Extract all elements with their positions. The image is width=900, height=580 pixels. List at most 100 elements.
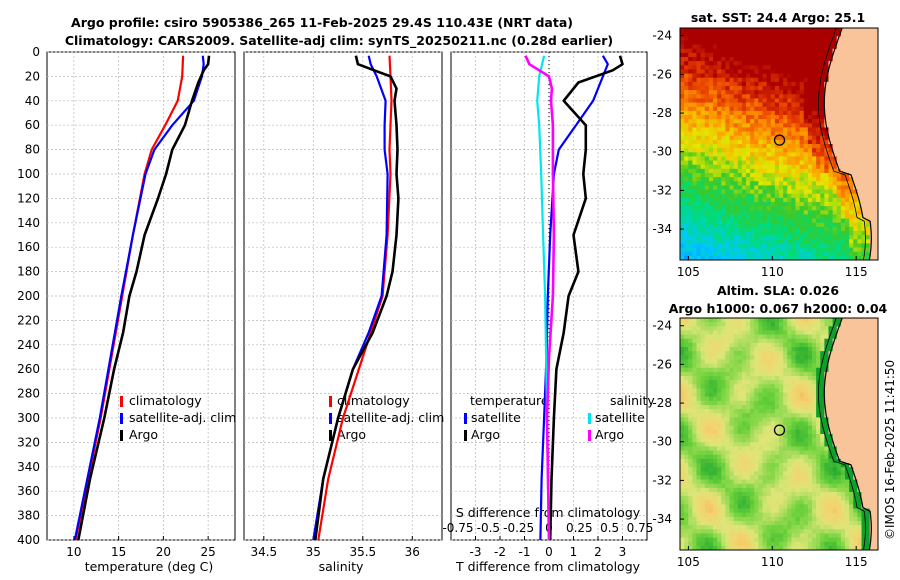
heatmap-cell: [733, 115, 739, 120]
heatmap-cell: [725, 330, 730, 335]
heatmap-cell: [840, 218, 846, 224]
heatmap-cell: [849, 40, 854, 45]
heatmap-cell: [713, 235, 718, 240]
heatmap-cell: [787, 222, 792, 228]
heatmap-cell: [836, 355, 842, 360]
heatmap-cell: [783, 28, 788, 33]
heatmap-cell: [853, 152, 858, 157]
heatmap-cell: [680, 492, 685, 497]
heatmap-cell: [832, 392, 838, 398]
heatmap-cell: [828, 471, 834, 476]
heatmap-cell: [816, 243, 821, 248]
heatmap-cell: [746, 135, 751, 141]
heatmap-cell: [832, 438, 838, 443]
heatmap-cell: [704, 231, 710, 236]
heatmap-cell: [696, 351, 702, 356]
heatmap-cell: [865, 492, 871, 497]
heatmap-cell: [861, 131, 867, 137]
heatmap-cell: [725, 483, 730, 489]
heatmap-cell: [861, 380, 867, 385]
heatmap-cell: [816, 28, 821, 33]
heatmap-cell: [845, 467, 850, 472]
heatmap-cell: [766, 202, 772, 207]
heatmap-cell: [840, 226, 846, 232]
heatmap-cell: [688, 483, 693, 489]
heatmap-cell: [836, 115, 842, 120]
heatmap-cell: [721, 115, 726, 120]
heatmap-cell: [717, 90, 722, 95]
heatmap-cell: [721, 193, 726, 199]
heatmap-cell: [845, 231, 850, 236]
heatmap-cell: [770, 496, 776, 501]
heatmap-cell: [729, 384, 735, 389]
heatmap-cell: [713, 160, 718, 166]
heatmap-cell: [779, 380, 784, 385]
heatmap-cell: [762, 90, 768, 95]
heatmap-cell: [840, 28, 846, 33]
heatmap-cell: [799, 384, 805, 389]
heatmap-cell: [717, 61, 722, 66]
x-tick-label: 35: [306, 545, 321, 559]
x-tick-label: 1: [570, 545, 578, 559]
legend-label-argo: Argo: [337, 427, 366, 442]
heatmap-cell: [828, 148, 834, 153]
heatmap-cell: [700, 363, 706, 369]
heatmap-cell: [717, 255, 722, 261]
heatmap-cell: [869, 318, 875, 323]
heatmap-cell: [774, 322, 780, 327]
heatmap-cell: [853, 450, 858, 456]
heatmap-cell: [721, 202, 726, 207]
heatmap-cell: [791, 239, 796, 244]
heatmap-cell: [853, 86, 858, 91]
heatmap-cell: [725, 218, 730, 224]
heatmap-cell: [857, 226, 862, 232]
heatmap-cell: [758, 450, 763, 456]
heatmap-cell: [684, 363, 689, 369]
heatmap-cell: [836, 463, 842, 468]
heatmap-cell: [696, 405, 702, 410]
heatmap-cell: [692, 463, 697, 468]
heatmap-cell: [865, 94, 871, 99]
heatmap-cell: [836, 347, 842, 352]
heatmap-cell: [750, 483, 755, 489]
heatmap-cell: [812, 454, 817, 460]
heatmap-cell: [725, 322, 730, 327]
heatmap-cell: [774, 168, 780, 174]
heatmap-cell: [692, 222, 697, 228]
heatmap-cell: [824, 185, 829, 190]
heatmap-cell: [721, 222, 726, 228]
heatmap-cell: [869, 483, 875, 489]
heatmap-cell: [770, 139, 776, 145]
heatmap-cell: [853, 338, 858, 344]
heatmap-cell: [853, 44, 858, 50]
heatmap-cell: [774, 144, 780, 149]
heatmap-cell: [799, 405, 805, 410]
heatmap-cell: [803, 417, 809, 422]
heatmap-cell: [845, 492, 850, 497]
heatmap-cell: [692, 77, 697, 83]
heatmap-cell: [795, 442, 801, 447]
heatmap-cell: [853, 400, 858, 406]
legend-label-t-argo: Argo: [471, 427, 500, 442]
heatmap-cell: [820, 86, 825, 91]
heatmap-cell: [688, 367, 693, 373]
heatmap-cell: [700, 226, 706, 232]
heatmap-cell: [692, 226, 697, 232]
heatmap-cell: [700, 127, 706, 132]
heatmap-cell: [787, 380, 792, 385]
heatmap-cell: [684, 168, 689, 174]
heatmap-cell: [684, 483, 689, 489]
heatmap-cell: [762, 359, 768, 364]
heatmap-cell: [791, 135, 796, 141]
heatmap-cell: [721, 119, 726, 124]
heatmap-cell: [807, 380, 813, 385]
heatmap-cell: [746, 152, 751, 157]
heatmap-cell: [733, 189, 739, 195]
heatmap-cell: [750, 160, 755, 166]
heatmap-cell: [774, 197, 780, 203]
heatmap-cell: [713, 434, 718, 439]
heatmap-cell: [865, 417, 871, 422]
map-y-tick-label: -28: [652, 106, 672, 120]
heatmap-cell: [779, 434, 784, 439]
heatmap-cell: [832, 197, 838, 203]
